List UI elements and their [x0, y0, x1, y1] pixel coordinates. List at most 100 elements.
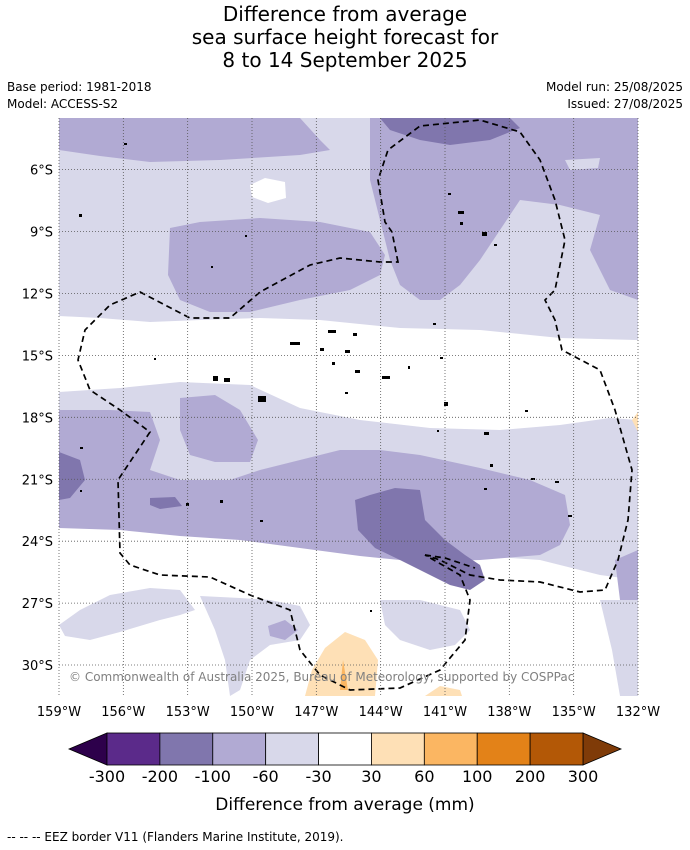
island	[260, 520, 263, 522]
island	[345, 392, 348, 394]
anomaly-region-medium-southwest	[180, 395, 258, 462]
colorbar-cell	[529, 732, 584, 766]
colorbar-cells	[67, 732, 623, 766]
lat-tick-label: 18°S	[22, 411, 53, 426]
island	[458, 211, 464, 214]
islands	[79, 143, 572, 612]
island	[482, 232, 487, 236]
colorbar-ticks: -300 -200 -100 -60 -30 30 60 100 200 300	[89, 767, 598, 786]
anomaly-region-dark-west	[59, 452, 85, 500]
lat-tick-label: 6°S	[30, 164, 53, 179]
latitude-labels: 6°S 9°S 12°S 15°S 18°S 21°S 24°S 27°S 30°S	[22, 164, 53, 674]
lat-tick-label: 9°S	[30, 226, 53, 241]
anomaly-region-dark-small	[150, 497, 182, 509]
island	[213, 376, 218, 381]
island	[433, 323, 436, 325]
lon-tick-label: 150°W	[230, 705, 274, 720]
colorbar-cell	[476, 732, 531, 766]
island	[258, 396, 266, 402]
anomaly-region-medium-north	[59, 118, 330, 162]
island	[345, 350, 350, 353]
colorbar-tick-label: -30	[305, 767, 331, 786]
colorbar-cell	[318, 732, 372, 766]
anomaly-region-light-east-edge	[600, 600, 638, 696]
anomaly-region-medium-east-edge	[615, 550, 638, 606]
colorbar-tick-label: 30	[361, 767, 381, 786]
lon-tick-label: 159°W	[37, 705, 81, 720]
island	[328, 330, 336, 333]
island	[245, 235, 247, 237]
lon-tick-label: 153°W	[166, 705, 210, 720]
island	[525, 410, 528, 412]
colorbar-tick-label: 60	[414, 767, 434, 786]
lon-tick-label: 132°W	[616, 705, 660, 720]
anomaly-region-medium-central	[168, 218, 385, 312]
island	[211, 266, 213, 268]
longitude-labels: 159°W 156°W 153°W 150°W 147°W 144°W 141°W 138°W…	[37, 705, 660, 720]
anomaly-region-positive-south	[305, 632, 378, 696]
lat-tick-label: 21°S	[22, 473, 53, 488]
island	[79, 214, 82, 217]
lat-tick-label: 15°S	[22, 349, 53, 364]
anomaly-region-positive-strong	[340, 660, 348, 690]
anomaly-region-medium-patch	[268, 620, 298, 640]
island	[484, 432, 489, 435]
colorbar-label: Difference from average (mm)	[215, 795, 475, 815]
lon-tick-label: 141°W	[423, 705, 467, 720]
lat-tick-label: 24°S	[22, 535, 53, 550]
island	[437, 430, 439, 432]
colorbar-cell	[106, 732, 161, 766]
island	[408, 366, 410, 369]
island	[568, 515, 572, 517]
island	[382, 376, 390, 379]
model-name: Model: ACCESS-S2	[7, 97, 119, 111]
colorbar-cell	[423, 732, 478, 766]
eez-footnote: -- -- -- EEZ border V11 (Flanders Marine…	[7, 830, 344, 844]
anomaly-region-positive-southeast	[425, 686, 462, 696]
island	[332, 362, 335, 365]
chart-title: Difference from average sea surface heig…	[0, 3, 690, 72]
colorbar-tick-label: 100	[462, 767, 493, 786]
eez-border-2	[424, 554, 476, 569]
island	[186, 503, 189, 506]
lon-tick-label: 138°W	[487, 705, 531, 720]
island	[494, 244, 497, 246]
colorbar-cell	[371, 732, 425, 766]
island	[444, 402, 448, 406]
island	[555, 481, 559, 483]
colorbar-cell	[265, 732, 319, 766]
island	[448, 193, 451, 195]
colorbar-tick-label: -300	[89, 767, 125, 786]
anomaly-region-light-southwest	[59, 588, 195, 640]
issued-date: Issued: 27/08/2025	[567, 97, 683, 111]
anomaly-region-light-southeast	[380, 600, 470, 650]
lon-tick-label: 135°W	[552, 705, 596, 720]
island	[353, 333, 357, 336]
anomaly-hole-north	[250, 178, 286, 203]
anomaly-region-dark-north	[380, 118, 520, 145]
anomaly-region-medium-south	[59, 410, 570, 562]
meta-right: Model run: 25/08/2025 Issued: 27/08/2025	[546, 79, 683, 113]
colorbar-over-arrow	[582, 732, 623, 766]
island	[355, 370, 360, 373]
map-area: © Commonwealth of Australia 2025, Bureau…	[59, 118, 638, 696]
model-run: Model run: 25/08/2025	[545, 80, 683, 94]
colorbar-tick-label: -100	[195, 767, 231, 786]
colorbar-cell	[159, 732, 214, 766]
island	[440, 357, 443, 359]
island	[80, 447, 83, 449]
island	[460, 222, 463, 225]
island	[370, 610, 372, 612]
colorbar-tick-label: -200	[142, 767, 178, 786]
island	[224, 378, 230, 382]
base-period: Base period: 1981-2018	[7, 80, 152, 94]
lat-tick-label: 12°S	[22, 287, 53, 302]
lon-tick-label: 144°W	[359, 705, 403, 720]
colorbar-tick-label: -60	[253, 767, 279, 786]
island	[290, 342, 300, 345]
island	[80, 490, 82, 492]
island	[320, 348, 324, 351]
island	[484, 488, 487, 490]
colorbar-cell	[212, 732, 267, 766]
